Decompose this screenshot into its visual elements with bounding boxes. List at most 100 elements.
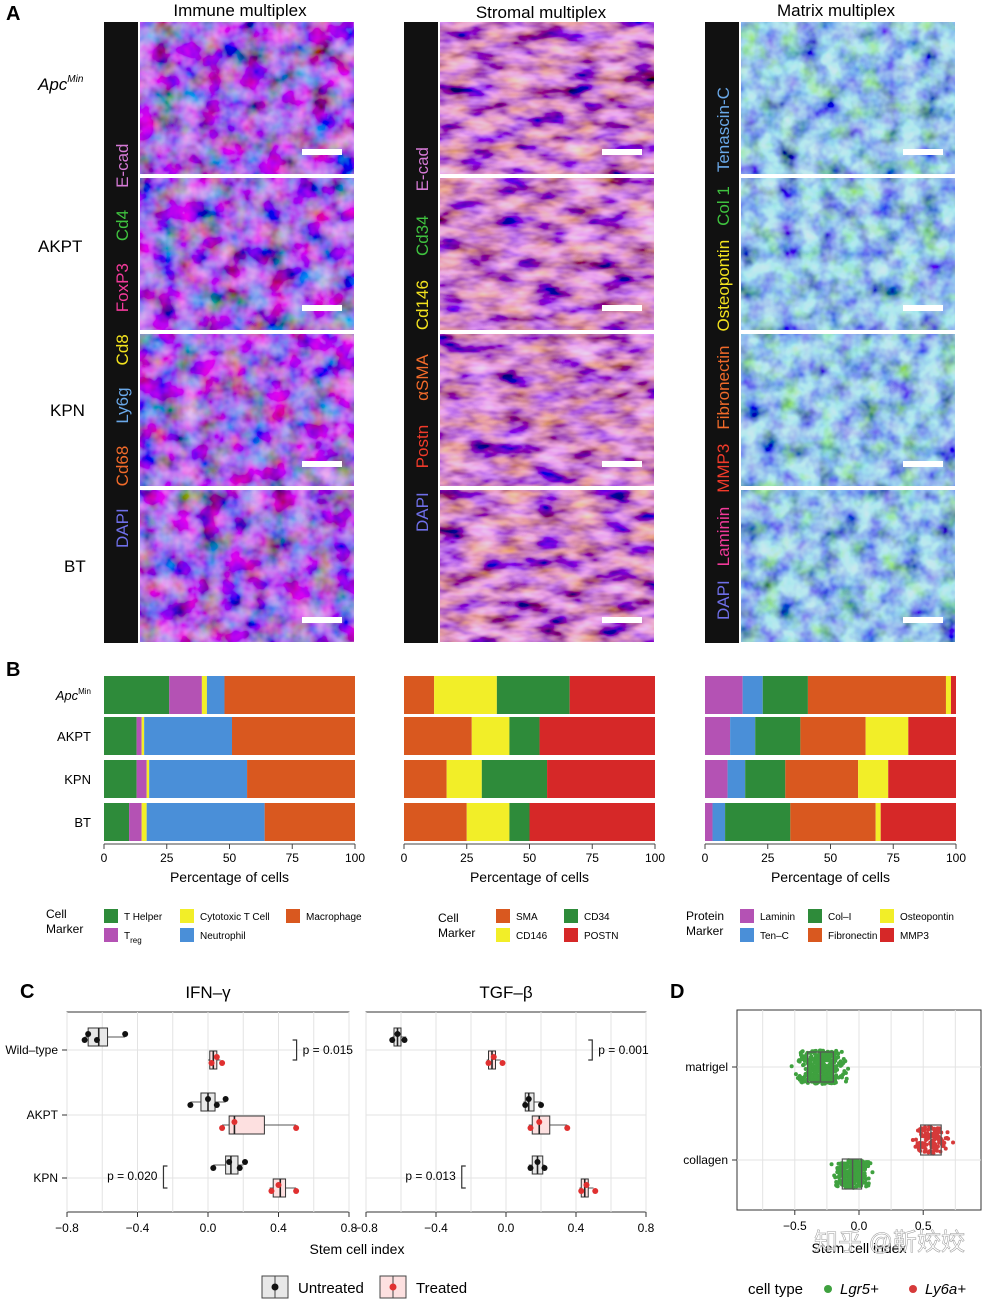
stromal-marker-strip <box>404 22 438 643</box>
row-label-kpn: KPN <box>50 401 85 420</box>
data-point <box>527 1165 534 1171</box>
data-point <box>564 1125 571 1131</box>
box-Wild–type-Untreated <box>81 1027 129 1047</box>
legend-swatch <box>104 909 118 923</box>
box-Wild–type-Untreated <box>389 1027 408 1047</box>
bar-segment <box>149 760 248 798</box>
swarm-point <box>835 1067 840 1072</box>
swarm-point <box>936 1128 941 1133</box>
data-point <box>93 1037 100 1043</box>
swarm-point <box>808 1068 813 1073</box>
micrograph-image <box>741 22 955 174</box>
data-point <box>242 1159 249 1165</box>
bar-segment <box>725 803 791 841</box>
stromal-marker-labels: DAPI Postn αSMA Cd146 Cd34 E-cad <box>413 147 432 532</box>
swarm-point <box>798 1052 803 1057</box>
bar-segment <box>950 676 956 714</box>
marker-label-column: DAPI Laminin MMP3 Fibronectin Osteopontin Col… <box>714 87 733 620</box>
swarm-point <box>934 1145 939 1150</box>
micrograph-image <box>140 22 354 174</box>
x-tick-label: 0.0 <box>498 1221 515 1235</box>
x-tick-label: 0.8 <box>341 1221 358 1235</box>
data-point <box>236 1165 243 1171</box>
bar-segment <box>705 676 743 714</box>
bar-segment <box>509 717 540 755</box>
x-tick-label: 0.4 <box>270 1221 287 1235</box>
swarm-point <box>837 1180 842 1185</box>
stacked-bar-chart-2: 0 25 50 75 100 Percentage of cells <box>401 676 665 885</box>
swarm-point <box>821 1059 826 1064</box>
swarm-point <box>913 1137 918 1142</box>
legend-label: POSTN <box>584 931 618 942</box>
marker-label: Tenascin-C <box>714 87 733 172</box>
bar-segment <box>141 717 145 755</box>
bar-segment <box>404 717 472 755</box>
swarm-point <box>937 1139 942 1144</box>
swarm-point <box>923 1125 928 1130</box>
swarm-point <box>808 1055 813 1060</box>
x-tick-label: 25 <box>761 851 775 865</box>
data-point <box>583 1182 590 1188</box>
swarm-point <box>797 1077 802 1082</box>
scale-bar <box>602 149 642 155</box>
boxplot-chart-2: TGF–β −0.8 −0.4 0.0 0.4 0.8 p = 0.001 p = 0.013 <box>354 983 655 1235</box>
swarm-point <box>938 1149 943 1154</box>
box-AKPT-Untreated <box>522 1092 544 1112</box>
swarm-point <box>810 1074 815 1079</box>
legend-label: Cytotoxic T Cell <box>200 912 270 923</box>
legend-title-line2: Marker <box>686 924 723 938</box>
swarm-point <box>826 1073 831 1078</box>
box-Wild–type-Treated <box>485 1050 506 1070</box>
data-point <box>522 1102 529 1108</box>
legend-swatch <box>496 909 510 923</box>
legend-label: T Helper <box>124 912 163 923</box>
legend-dot-lgr5 <box>824 1285 832 1293</box>
data-point <box>205 1096 211 1102</box>
legend-swatch <box>808 909 822 923</box>
panel-letter-d: D <box>670 981 684 1003</box>
bar-segment <box>790 803 876 841</box>
bar-segment <box>201 676 207 714</box>
swarm-point <box>848 1159 853 1164</box>
data-point <box>490 1054 497 1060</box>
bar-segment <box>466 803 510 841</box>
swarm-point <box>857 1176 862 1181</box>
bar-segment <box>880 803 956 841</box>
data-point <box>541 1165 548 1171</box>
data-point <box>275 1182 282 1188</box>
micrograph-image <box>741 178 955 330</box>
swarm-point <box>943 1146 948 1151</box>
swarm-point <box>822 1063 827 1068</box>
micrograph-grid <box>104 22 955 643</box>
micrograph-image <box>440 334 654 486</box>
data-point <box>534 1159 541 1165</box>
legend-label-lgr5: Lgr5+ <box>840 1281 879 1298</box>
x-tick-label: 100 <box>946 851 966 865</box>
marker-label: Cd34 <box>413 215 432 256</box>
box-iqr <box>228 1115 265 1135</box>
bar-category-label: KPN <box>64 772 91 787</box>
swarm-collagen-Lgr5+ <box>829 1158 875 1190</box>
swarm-point <box>835 1170 840 1175</box>
swarm-point <box>942 1140 947 1145</box>
legend-label: CD34 <box>584 912 610 923</box>
data-point <box>293 1188 300 1194</box>
legend-label-treated: Treated <box>416 1280 467 1297</box>
marker-label: DAPI <box>714 580 733 620</box>
marker-label: E-cad <box>413 147 432 191</box>
data-point <box>219 1060 226 1066</box>
significance-bracket <box>461 1165 466 1189</box>
bar-segment <box>858 760 889 798</box>
legend-label: Macrophage <box>306 912 362 923</box>
box-iqr <box>87 1027 109 1047</box>
scale-bar <box>903 305 943 311</box>
swarm-point <box>789 1064 794 1069</box>
box-Wild–type-Treated <box>208 1050 226 1070</box>
data-point <box>219 1125 226 1131</box>
box-KPN-Treated <box>268 1178 300 1198</box>
chart-title: IFN–γ <box>185 983 231 1002</box>
significance-bracket <box>292 1039 298 1061</box>
y-tick-label: KPN <box>33 1171 58 1185</box>
